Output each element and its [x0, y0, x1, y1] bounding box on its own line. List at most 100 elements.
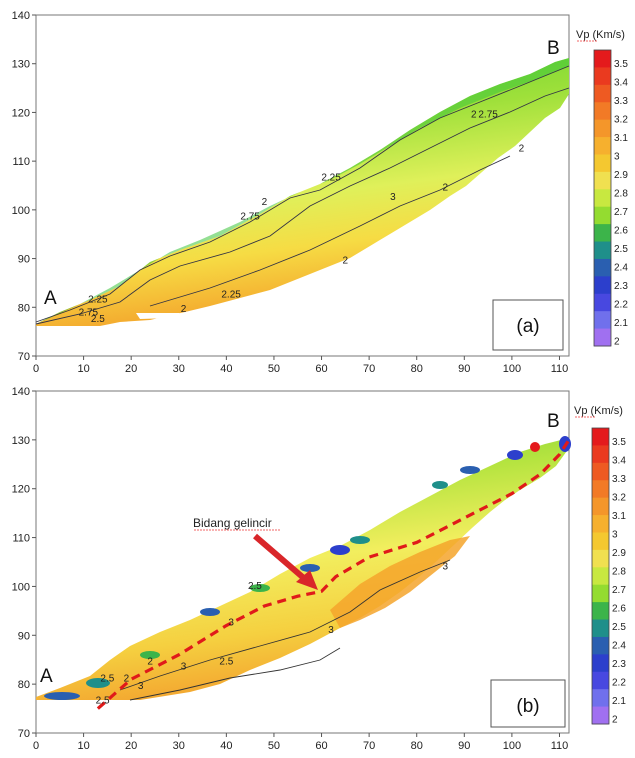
colorbar-swatch: [592, 671, 609, 690]
x-tick-label: 70: [363, 363, 375, 375]
contour-label: 2.5: [100, 674, 114, 685]
contour-label: 3: [328, 625, 334, 636]
colorbar-tick-label: 2.2: [614, 299, 628, 310]
contour-label: 3: [138, 681, 144, 692]
panel-b-contour-3: [119, 559, 451, 691]
colorbar-swatch: [592, 515, 609, 533]
colorbar-swatch: [594, 328, 611, 347]
contour-label: 2: [181, 304, 187, 315]
contour-label: 3: [442, 561, 448, 572]
contour-label: 2: [519, 143, 525, 154]
contour-label: 2: [124, 674, 130, 685]
colorbar-tick-label: 2.1: [614, 318, 628, 329]
colorbar-tick-label: 3.4: [612, 455, 626, 466]
contour-label: 2: [471, 109, 477, 120]
y-tick-label: 100: [12, 205, 30, 217]
colorbar-tick-label: 2.2: [612, 677, 626, 688]
colorbar-swatch: [592, 706, 609, 725]
colorbar-tick-label: 2.6: [614, 225, 628, 236]
contour-label: 2.5: [91, 314, 105, 325]
panel-a: 70 80 90 100 110 120 130 140 0 10 20 30 40 50 60 70 80 9…: [12, 10, 629, 375]
colorbar-swatch: [592, 654, 609, 673]
colorbar-swatch: [592, 602, 609, 621]
y-tick-label: 130: [12, 435, 30, 447]
colorbar-swatch: [594, 311, 611, 330]
x-tick-label: 0: [33, 363, 39, 375]
colorbar-swatch: [592, 619, 609, 638]
x-tick-label: 80: [411, 363, 423, 375]
panel-b-annotation-text: Bidang gelincir: [193, 516, 272, 530]
colorbar-swatch: [594, 258, 611, 277]
contour-label: 2: [442, 182, 448, 193]
x-tick-label: 40: [220, 740, 232, 752]
colorbar-tick-label: 2.4: [612, 640, 626, 651]
panel-b-label: (b): [516, 696, 539, 717]
colorbar-swatch: [594, 84, 611, 103]
contour-label: 2: [262, 197, 268, 208]
colorbar-tick-label: 2.5: [614, 244, 628, 255]
colorbar-tick-label: 2: [612, 714, 618, 725]
colorbar-tick-label: 2.1: [612, 696, 626, 707]
panel-a-colorbar: 3.5 3.4 3.3 3.2 3.1 3 2.9 2.8 2.7 2.6 2.5 2.4 2.3 2.2…: [593, 49, 628, 347]
colorbar-tick-label: 3.2: [614, 114, 628, 125]
y-tick-label: 90: [18, 630, 30, 642]
colorbar-tick-label: 2.9: [612, 548, 626, 559]
x-tick-label: 100: [503, 363, 521, 375]
y-tick-label: 80: [18, 679, 30, 691]
x-tick-label: 10: [77, 363, 89, 375]
colorbar-swatch: [594, 293, 611, 312]
panel-a-contour-2-75: [35, 87, 570, 325]
colorbar-tick-label: 3.5: [614, 59, 628, 70]
colorbar-tick-label: 2.7: [614, 207, 628, 218]
panel-b-point-b: B: [547, 411, 560, 432]
colorbar-swatch: [592, 584, 609, 603]
colorbar-tick-label: 3.1: [612, 511, 626, 522]
contour-label: 2: [343, 255, 349, 266]
colorbar-tick-label: 2.8: [614, 188, 628, 199]
colorbar-tick-label: 2.3: [614, 281, 628, 292]
panel-a-contour-3: [149, 155, 511, 307]
panel-a-top-band: [36, 58, 569, 324]
colorbar-swatch: [594, 241, 611, 260]
y-tick-label: 90: [18, 254, 30, 266]
colorbar-tick-label: 3.4: [614, 77, 628, 88]
colorbar-swatch: [592, 549, 609, 568]
y-tick-label: 110: [12, 156, 30, 168]
contour-label: 2.75: [79, 308, 99, 319]
contour-label: 2.25: [88, 294, 108, 305]
panel-b-colorbar-title: Vp (Km/s): [574, 405, 623, 417]
colorbar-frame: [593, 49, 612, 347]
colorbar-tick-label: 2.6: [612, 603, 626, 614]
colorbar-swatch: [592, 567, 609, 586]
x-tick-label: 110: [551, 740, 569, 752]
colorbar-swatch: [594, 137, 611, 155]
panel-b-colorbar: 3.5 3.4 3.3 3.2 3.1 3 2.9 2.8 2.7 2.6 2.5 2.4 2.3 2.2…: [591, 427, 626, 725]
contour-label: 2.5: [96, 696, 110, 707]
contour-label: 2: [147, 657, 153, 668]
x-tick-label: 20: [125, 740, 137, 752]
x-tick-label: 80: [411, 740, 423, 752]
colorbar-swatch: [592, 480, 609, 499]
colorbar-swatch: [592, 445, 609, 464]
x-tick-label: 10: [77, 740, 89, 752]
colorbar-tick-label: 3: [614, 151, 620, 162]
y-tick-label: 120: [12, 107, 30, 119]
panel-a-point-b: B: [547, 38, 560, 59]
x-tick-label: 100: [503, 740, 521, 752]
colorbar-swatch: [594, 224, 611, 243]
colorbar-swatch: [592, 462, 609, 481]
panel-a-data-gap: [136, 313, 180, 319]
panel-a-label-box: [492, 299, 564, 351]
colorbar-tick-label: 3: [612, 529, 618, 540]
y-tick-label: 130: [12, 59, 30, 71]
colorbar-swatch: [594, 67, 611, 86]
x-tick-label: 60: [315, 740, 327, 752]
panel-a-velocity-body: [36, 58, 569, 326]
colorbar-tick-label: 2.7: [612, 585, 626, 596]
contour-label: 2.5: [248, 581, 262, 592]
panel-b-annotation-arrow: [253, 533, 318, 590]
colorbar-swatch: [594, 171, 611, 190]
colorbar-frame: [591, 427, 610, 725]
x-tick-label: 90: [458, 740, 470, 752]
